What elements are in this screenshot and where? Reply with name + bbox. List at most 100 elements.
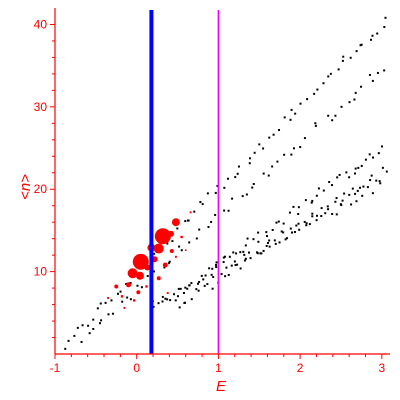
data-point bbox=[236, 172, 239, 175]
data-point bbox=[385, 170, 388, 173]
data-point bbox=[383, 69, 386, 72]
data-point bbox=[317, 187, 320, 190]
data-point bbox=[335, 197, 338, 200]
data-point bbox=[230, 264, 233, 267]
data-point bbox=[161, 295, 164, 298]
data-point bbox=[329, 72, 332, 75]
data-point bbox=[311, 215, 314, 218]
data-point bbox=[190, 298, 193, 301]
data-point bbox=[168, 262, 171, 265]
highlight-point bbox=[120, 295, 124, 298]
data-point bbox=[341, 199, 344, 202]
data-point bbox=[345, 171, 348, 174]
data-point bbox=[195, 237, 198, 240]
data-point bbox=[336, 176, 339, 179]
data-point bbox=[244, 244, 247, 247]
data-point bbox=[341, 59, 344, 62]
data-point bbox=[140, 286, 143, 289]
x-tick-label: 1 bbox=[215, 361, 222, 375]
data-point bbox=[182, 292, 185, 295]
highlight-point bbox=[189, 211, 192, 214]
data-point bbox=[248, 157, 251, 160]
data-point bbox=[224, 275, 227, 278]
data-point bbox=[354, 167, 357, 170]
data-point bbox=[354, 192, 357, 195]
data-point bbox=[371, 192, 374, 195]
data-point bbox=[384, 16, 387, 19]
data-point bbox=[322, 189, 325, 192]
data-point bbox=[372, 156, 375, 159]
data-point bbox=[197, 282, 200, 285]
data-point bbox=[379, 182, 382, 185]
data-point bbox=[210, 220, 213, 223]
data-point bbox=[316, 214, 319, 217]
data-point bbox=[81, 324, 84, 327]
data-point bbox=[282, 231, 285, 234]
data-point bbox=[153, 252, 156, 255]
data-point bbox=[73, 334, 76, 337]
y-ticks-layer: 10 20 30 40 bbox=[34, 17, 55, 339]
data-point bbox=[334, 200, 337, 203]
data-point bbox=[371, 79, 374, 82]
data-point bbox=[111, 312, 114, 315]
data-point bbox=[98, 322, 101, 325]
data-point bbox=[298, 228, 301, 231]
data-point bbox=[256, 251, 259, 254]
data-point bbox=[184, 286, 187, 289]
data-point bbox=[292, 147, 295, 150]
data-point bbox=[360, 85, 363, 88]
data-point bbox=[277, 220, 280, 223]
data-point bbox=[356, 189, 359, 192]
data-point bbox=[258, 143, 261, 146]
data-point bbox=[231, 197, 234, 200]
data-point bbox=[362, 185, 365, 188]
data-point bbox=[235, 252, 238, 255]
data-point bbox=[366, 186, 369, 189]
data-point bbox=[236, 263, 239, 266]
data-point bbox=[214, 191, 217, 194]
data-point bbox=[178, 306, 181, 309]
x-tick-label: 3 bbox=[378, 361, 385, 375]
data-point bbox=[129, 298, 132, 301]
highlight-point bbox=[154, 228, 171, 245]
data-point bbox=[76, 326, 79, 329]
data-point bbox=[380, 145, 383, 148]
data-point bbox=[251, 186, 254, 189]
highlight-point bbox=[153, 243, 164, 254]
data-point bbox=[280, 230, 283, 233]
data-point bbox=[257, 240, 260, 243]
data-point bbox=[119, 290, 122, 293]
data-point bbox=[330, 184, 333, 187]
data-point bbox=[313, 92, 316, 95]
data-point bbox=[188, 284, 191, 287]
data-point bbox=[179, 287, 182, 290]
data-point bbox=[368, 73, 371, 76]
data-point bbox=[197, 289, 200, 292]
data-point bbox=[129, 282, 132, 285]
data-point bbox=[116, 292, 119, 295]
data-point bbox=[324, 212, 327, 215]
data-point bbox=[64, 347, 67, 350]
data-point bbox=[278, 128, 281, 131]
data-point bbox=[125, 282, 128, 285]
data-point bbox=[360, 164, 363, 167]
data-point bbox=[107, 313, 110, 316]
data-point bbox=[370, 38, 373, 41]
data-point bbox=[348, 176, 351, 179]
data-point bbox=[284, 238, 287, 241]
data-point bbox=[266, 241, 269, 244]
data-point bbox=[375, 179, 378, 182]
data-point bbox=[293, 230, 296, 233]
data-point bbox=[289, 118, 292, 121]
data-point bbox=[186, 287, 189, 290]
data-point bbox=[99, 302, 102, 305]
data-point bbox=[283, 153, 286, 156]
reference-lines-layer bbox=[149, 10, 220, 354]
data-point bbox=[216, 184, 219, 187]
data-point bbox=[252, 238, 255, 241]
data-point bbox=[350, 203, 353, 206]
data-point bbox=[178, 245, 181, 248]
data-point bbox=[214, 213, 217, 216]
highlight-point bbox=[168, 230, 175, 237]
data-point bbox=[223, 186, 226, 189]
